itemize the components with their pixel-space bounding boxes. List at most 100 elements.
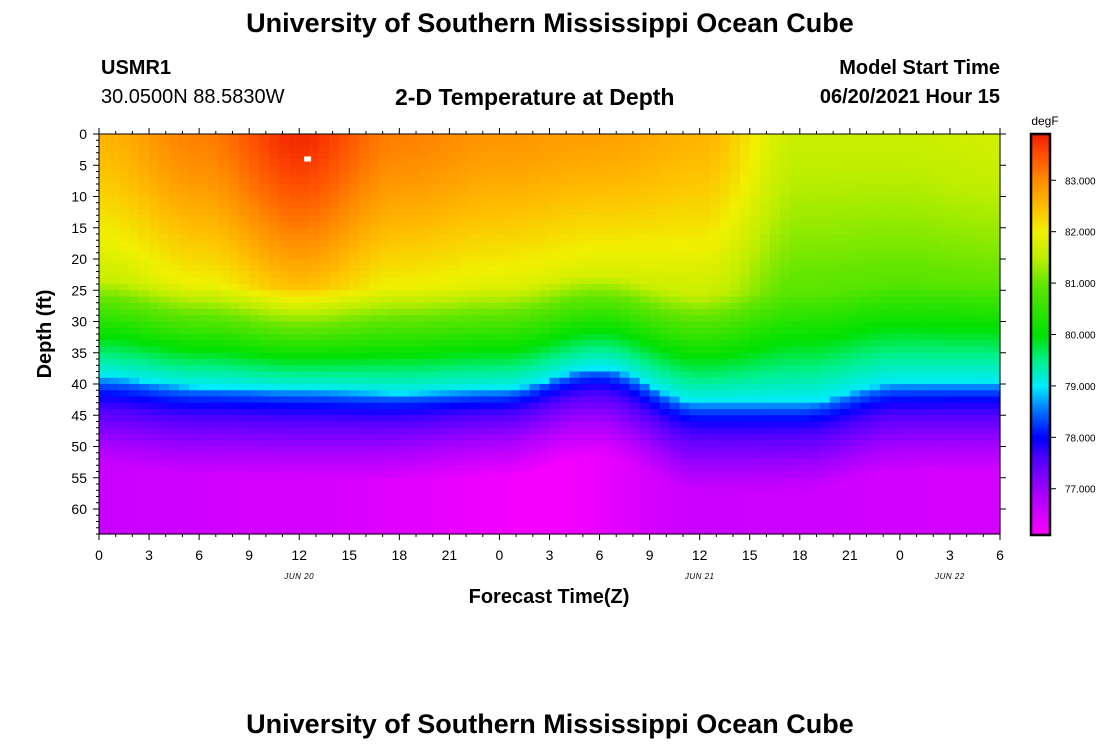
- heatmap-cell: [769, 277, 781, 285]
- heatmap-cell: [169, 171, 180, 179]
- heatmap-cell: [609, 284, 621, 291]
- heatmap-cell: [169, 152, 180, 160]
- heatmap-cell: [379, 152, 390, 160]
- heatmap-cell: [299, 271, 310, 279]
- heatmap-cell: [229, 459, 240, 466]
- heatmap-cell: [829, 446, 841, 454]
- heatmap-cell: [479, 327, 491, 335]
- heatmap-cell: [419, 409, 430, 416]
- heatmap-cell: [429, 521, 440, 529]
- heatmap-cell: [619, 359, 631, 366]
- heatmap-cell: [539, 177, 551, 185]
- heatmap-cell: [599, 146, 611, 154]
- heatmap-cell: [239, 502, 250, 510]
- heatmap-cell: [429, 390, 440, 398]
- heatmap-cell: [569, 377, 581, 385]
- heatmap-cell: [819, 365, 831, 373]
- heatmap-cell: [669, 246, 681, 254]
- heatmap-cell: [749, 202, 761, 210]
- heatmap-cell: [229, 259, 240, 266]
- heatmap-cell: [559, 402, 571, 410]
- heatmap-cell: [269, 190, 280, 198]
- heatmap-cell: [599, 134, 611, 141]
- heatmap-cell: [699, 184, 711, 191]
- heatmap-cell: [349, 440, 360, 448]
- heatmap-cell: [289, 390, 300, 398]
- heatmap-cell: [209, 452, 220, 460]
- heatmap-cell: [99, 359, 110, 366]
- heatmap-cell: [299, 359, 310, 366]
- heatmap-cell: [429, 465, 440, 473]
- heatmap-cell: [179, 240, 190, 248]
- heatmap-cell: [359, 396, 370, 404]
- heatmap-cell: [359, 521, 370, 529]
- heatmap-cell: [329, 196, 340, 204]
- heatmap-cell: [469, 352, 481, 360]
- heatmap-cell: [119, 152, 130, 160]
- heatmap-cell: [489, 234, 501, 241]
- heatmap-cell: [709, 340, 721, 348]
- heatmap-cell: [859, 265, 871, 273]
- heatmap-cell: [469, 134, 481, 141]
- heatmap-cell: [659, 302, 671, 310]
- heatmap-cell: [469, 202, 481, 210]
- heatmap-cell: [589, 196, 601, 204]
- heatmap-cell: [229, 152, 240, 160]
- heatmap-cell: [379, 234, 390, 241]
- heatmap-cell: [109, 459, 120, 466]
- heatmap-cell: [839, 459, 851, 466]
- heatmap-cell: [439, 346, 450, 354]
- heatmap-cell: [559, 465, 571, 473]
- heatmap-cell: [819, 327, 831, 335]
- heatmap-cell: [749, 340, 761, 348]
- heatmap-cell: [539, 265, 551, 273]
- heatmap-cell: [519, 352, 531, 360]
- heatmap-cell: [449, 484, 460, 491]
- heatmap-cell: [419, 265, 430, 273]
- heatmap-cell: [739, 246, 751, 254]
- heatmap-cell: [119, 327, 130, 335]
- heatmap-cell: [119, 490, 130, 498]
- heatmap-cell: [769, 202, 781, 210]
- heatmap-cell: [699, 240, 711, 248]
- heatmap-cell: [99, 527, 110, 535]
- heatmap-cell: [149, 327, 160, 335]
- heatmap-cell: [419, 384, 430, 391]
- heatmap-cell: [229, 240, 240, 248]
- heatmap-cell: [759, 471, 771, 479]
- heatmap-cell: [199, 521, 210, 529]
- heatmap-cell: [369, 384, 380, 391]
- heatmap-cell: [239, 484, 250, 491]
- heatmap-cell: [549, 290, 561, 298]
- heatmap-cell: [499, 215, 511, 223]
- heatmap-cell: [749, 296, 761, 304]
- heatmap-cell: [459, 384, 471, 391]
- heatmap-cell: [219, 177, 230, 185]
- heatmap-cell: [229, 159, 240, 166]
- heatmap-cell: [599, 296, 611, 304]
- heatmap-cell: [299, 377, 310, 385]
- heatmap-cell: [419, 315, 430, 323]
- heatmap-cell: [629, 202, 641, 210]
- heatmap-cell: [259, 415, 270, 423]
- heatmap-cell: [179, 302, 190, 310]
- heatmap-cell: [449, 515, 460, 523]
- heatmap-cell: [859, 309, 871, 316]
- heatmap-cell: [319, 134, 330, 141]
- heatmap-cell: [469, 146, 481, 154]
- heatmap-cell: [849, 246, 861, 254]
- heatmap-cell: [419, 421, 430, 429]
- heatmap-cell: [549, 409, 561, 416]
- heatmap-cell: [429, 277, 440, 285]
- heatmap-cell: [739, 190, 751, 198]
- heatmap-cell: [589, 415, 601, 423]
- heatmap-cell: [619, 527, 631, 535]
- heatmap-cell: [619, 496, 631, 504]
- heatmap-cell: [669, 377, 681, 385]
- heatmap-cell: [469, 171, 481, 179]
- heatmap-cell: [379, 359, 390, 366]
- heatmap-cell: [289, 452, 300, 460]
- heatmap-cell: [439, 521, 450, 529]
- heatmap-cell: [559, 527, 571, 535]
- heatmap-cell: [689, 315, 701, 323]
